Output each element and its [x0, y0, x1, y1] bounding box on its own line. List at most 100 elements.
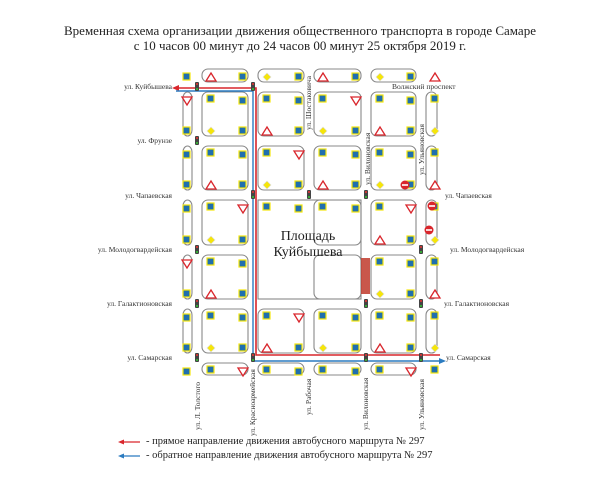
- road-sign-icon: [351, 313, 360, 322]
- traffic-light-icon: [419, 299, 423, 308]
- traffic-light-green: [252, 359, 254, 361]
- road-sign-icon: [351, 126, 360, 135]
- road-sign-icon: [406, 126, 415, 135]
- road-sign-icon: [375, 202, 384, 211]
- traffic-light-red: [196, 83, 198, 85]
- road-sign-icon: [318, 148, 327, 157]
- priority-road-icon: [375, 180, 385, 190]
- priority-road-icon: [262, 180, 272, 190]
- priority-road-icon: [430, 235, 440, 245]
- city-block: [370, 91, 417, 137]
- traffic-light-green: [252, 196, 254, 198]
- pedestrian-crossing-icon: [204, 71, 218, 82]
- city-block: [257, 91, 305, 137]
- priority-road-icon: [262, 72, 272, 82]
- no-entry-bar: [402, 184, 408, 186]
- road-sign-icon: [406, 259, 415, 268]
- street-label-samarskaya-w: ул. Самарская: [127, 353, 172, 362]
- road-sign-icon: [206, 257, 215, 266]
- road-sign-icon: [375, 148, 384, 157]
- road-sign-icon: [206, 94, 215, 103]
- traffic-light-body: [251, 190, 255, 199]
- street-label-vilonovskaya-n: ул. Вилоновская: [363, 132, 372, 185]
- square-label-line1: Площадь: [281, 229, 336, 244]
- traffic-light-icon: [251, 353, 255, 362]
- street-label-chapaevskaya-w: ул. Чапаевская: [125, 191, 172, 200]
- pedestrian-crossing-icon: [204, 288, 218, 299]
- pedestrian-crossing-icon: [373, 342, 387, 353]
- road-sign-icon: [430, 148, 439, 157]
- city-block: [370, 145, 417, 191]
- city-block: [313, 145, 362, 191]
- pedestrian-crossing-icon: [428, 179, 442, 190]
- give-way-icon: [180, 96, 194, 107]
- street-label-galaktionovskaya-w: ул. Галактионовская: [107, 299, 173, 308]
- city-block: [425, 91, 438, 137]
- road-sign-icon: [182, 343, 191, 352]
- road-sign-icon: [238, 96, 247, 105]
- traffic-light-body: [419, 299, 423, 308]
- road-sign-icon: [238, 150, 247, 159]
- traffic-light-red: [196, 246, 198, 248]
- traffic-light-red: [196, 300, 198, 302]
- legend-backward: - обратное направление движения автобусн…: [118, 450, 433, 461]
- traffic-light-green: [365, 305, 367, 307]
- road-sign-icon: [351, 367, 360, 376]
- road-sign-icon: [294, 96, 303, 105]
- traffic-light-icon: [364, 190, 368, 199]
- road-sign-icon: [375, 94, 384, 103]
- street-label-l-tolstogo: ул. Л. Толстого: [193, 382, 202, 430]
- road-sign-icon: [238, 259, 247, 268]
- traffic-light-body: [195, 82, 199, 91]
- city-block: [313, 91, 362, 137]
- pedestrian-crossing-icon: [373, 125, 387, 136]
- road-sign-icon: [238, 289, 247, 298]
- road-sign-icon: [238, 343, 247, 352]
- road-sign-icon: [238, 313, 247, 322]
- square-label-line2: Куйбышева: [274, 245, 344, 260]
- traffic-light-icon: [419, 245, 423, 254]
- street-label-chapaevskaya-e: ул. Чапаевская: [445, 191, 492, 200]
- road-sign-icon: [262, 365, 271, 374]
- road-signs: [180, 71, 442, 378]
- street-label-rabochaya: ул. Рабочая: [304, 378, 313, 415]
- road-sign-icon: [351, 204, 360, 213]
- pedestrian-crossing-icon: [316, 71, 330, 82]
- road-sign-icon: [351, 180, 360, 189]
- road-sign-icon: [318, 202, 327, 211]
- road-sign-icon: [375, 311, 384, 320]
- traffic-light-icon: [251, 190, 255, 199]
- road-sign-icon: [182, 289, 191, 298]
- traffic-light-red: [252, 191, 254, 193]
- pedestrian-crossing-icon: [260, 342, 274, 353]
- traffic-light-icon: [195, 299, 199, 308]
- road-sign-icon: [406, 343, 415, 352]
- city-block: [425, 199, 438, 246]
- traffic-light-icon: [364, 353, 368, 362]
- road-sign-icon: [182, 180, 191, 189]
- traffic-light-body: [419, 353, 423, 362]
- traffic-light-body: [364, 299, 368, 308]
- city-block: [425, 254, 438, 300]
- traffic-light-green: [420, 359, 422, 361]
- road-sign-icon: [294, 367, 303, 376]
- give-way-icon: [349, 96, 363, 107]
- road-sign-icon: [406, 72, 415, 81]
- traffic-light-green: [420, 251, 422, 253]
- give-way-icon: [180, 259, 194, 270]
- road-sign-icon: [351, 72, 360, 81]
- route-forward-arrow: [172, 85, 179, 91]
- pedestrian-crossing-icon: [373, 234, 387, 245]
- road-sign-icon: [294, 126, 303, 135]
- give-way-icon: [236, 204, 250, 215]
- route-backward-line: [176, 90, 440, 362]
- street-label-galaktionovskaya-e: ул. Галактионовская: [444, 299, 510, 308]
- road-sign-icon: [375, 365, 384, 374]
- traffic-light-icon: [364, 299, 368, 308]
- city-block: [201, 308, 249, 354]
- road-sign-icon: [206, 311, 215, 320]
- traffic-light-red: [196, 137, 198, 139]
- traffic-light-green: [308, 196, 310, 198]
- road-sign-icon: [182, 72, 191, 81]
